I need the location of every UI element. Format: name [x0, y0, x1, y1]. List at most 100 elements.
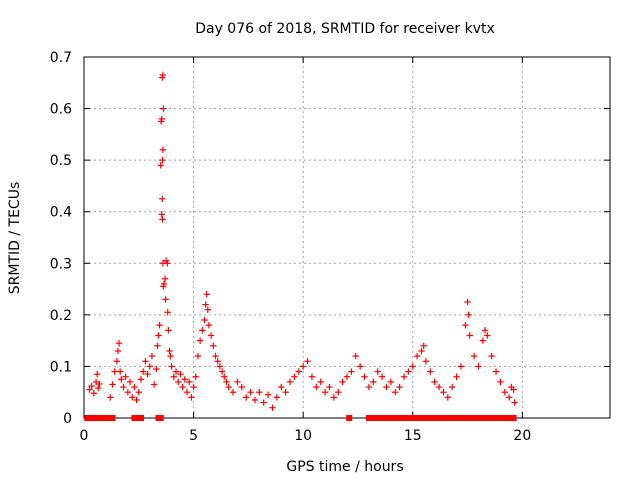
data-point [133, 396, 140, 404]
x-tick-label: 10 [294, 428, 312, 444]
data-point [164, 309, 171, 316]
data-point [242, 394, 250, 401]
data-point [96, 380, 103, 388]
data-point [223, 378, 230, 386]
y-tick-label: 0.5 [50, 153, 72, 169]
data-point [139, 368, 147, 375]
data-point [238, 383, 245, 391]
data-point [86, 386, 93, 393]
data-point [457, 363, 465, 370]
data-point [304, 358, 311, 365]
zero-marker [392, 415, 399, 421]
data-point [183, 389, 191, 396]
data-point [210, 342, 217, 349]
data-point [374, 368, 381, 375]
zero-marker [427, 415, 434, 421]
data-point [162, 296, 169, 303]
data-point [247, 389, 254, 396]
data-point [234, 378, 241, 386]
zero-marker [374, 415, 381, 421]
data-point [313, 383, 320, 391]
data-point [427, 368, 434, 375]
zero-marker [471, 415, 478, 421]
data-point [356, 363, 364, 370]
zero-marker [97, 415, 104, 421]
data-point [440, 389, 447, 396]
data-point [137, 376, 145, 383]
x-axis-title: GPS time / hours [286, 459, 403, 475]
data-point [116, 368, 124, 375]
data-point [124, 389, 132, 396]
data-point [221, 373, 228, 380]
data-point [264, 391, 272, 398]
zero-marker [383, 415, 390, 421]
data-point [256, 389, 263, 396]
zero-marker [436, 415, 443, 421]
y-tick-label: 0.7 [50, 50, 72, 66]
data-point [122, 373, 129, 380]
data-point [166, 347, 173, 355]
data-point [365, 383, 373, 391]
data-point [299, 363, 307, 370]
data-points [84, 71, 518, 421]
data-point [453, 373, 460, 380]
data-point [413, 352, 421, 360]
data-point [291, 373, 298, 380]
data-point [492, 368, 500, 375]
data-point [420, 342, 427, 349]
zero-marker [449, 415, 456, 421]
x-tick-label: 0 [80, 428, 89, 444]
data-point [202, 301, 209, 308]
data-point [109, 381, 116, 388]
data-point [352, 352, 359, 360]
data-point [199, 327, 206, 334]
data-point [505, 394, 513, 401]
data-point [165, 327, 172, 334]
zero-marker [484, 415, 491, 421]
data-point [148, 352, 156, 360]
data-point [225, 383, 232, 391]
grid-lines [84, 56, 610, 418]
data-point [131, 383, 138, 391]
data-point [343, 373, 351, 380]
data-point [168, 363, 175, 370]
zero-marker [488, 415, 495, 421]
zero-marker [506, 415, 513, 421]
data-point [129, 394, 136, 401]
data-point [409, 363, 416, 370]
zero-marker [440, 415, 447, 421]
data-point [114, 347, 122, 355]
data-point [159, 195, 166, 203]
data-point [396, 383, 403, 391]
data-point [160, 105, 167, 112]
data-point [462, 321, 469, 329]
y-tick-label: 0 [63, 411, 72, 427]
data-point [449, 383, 456, 391]
y-tick-label: 0.3 [50, 256, 72, 272]
y-tick-label: 0.6 [50, 102, 72, 118]
data-point [335, 389, 342, 396]
zero-marker [479, 415, 486, 421]
data-point [481, 327, 489, 334]
data-point [158, 211, 166, 218]
data-point [326, 383, 333, 391]
data-point [501, 389, 508, 396]
data-point [207, 332, 215, 339]
data-point [378, 373, 386, 380]
data-point [339, 378, 346, 386]
data-point [295, 368, 302, 375]
data-point [155, 332, 162, 339]
zero-marker [422, 415, 429, 421]
data-point [201, 316, 208, 324]
zero-marker [466, 415, 473, 421]
data-point [387, 378, 395, 386]
data-point [470, 352, 478, 360]
zero-marker [346, 415, 353, 421]
data-point [212, 352, 219, 360]
data-point [405, 368, 412, 375]
data-point [156, 321, 163, 329]
zero-marker [387, 415, 394, 421]
y-tick-label: 0.2 [50, 308, 72, 324]
zero-marker [109, 415, 116, 421]
